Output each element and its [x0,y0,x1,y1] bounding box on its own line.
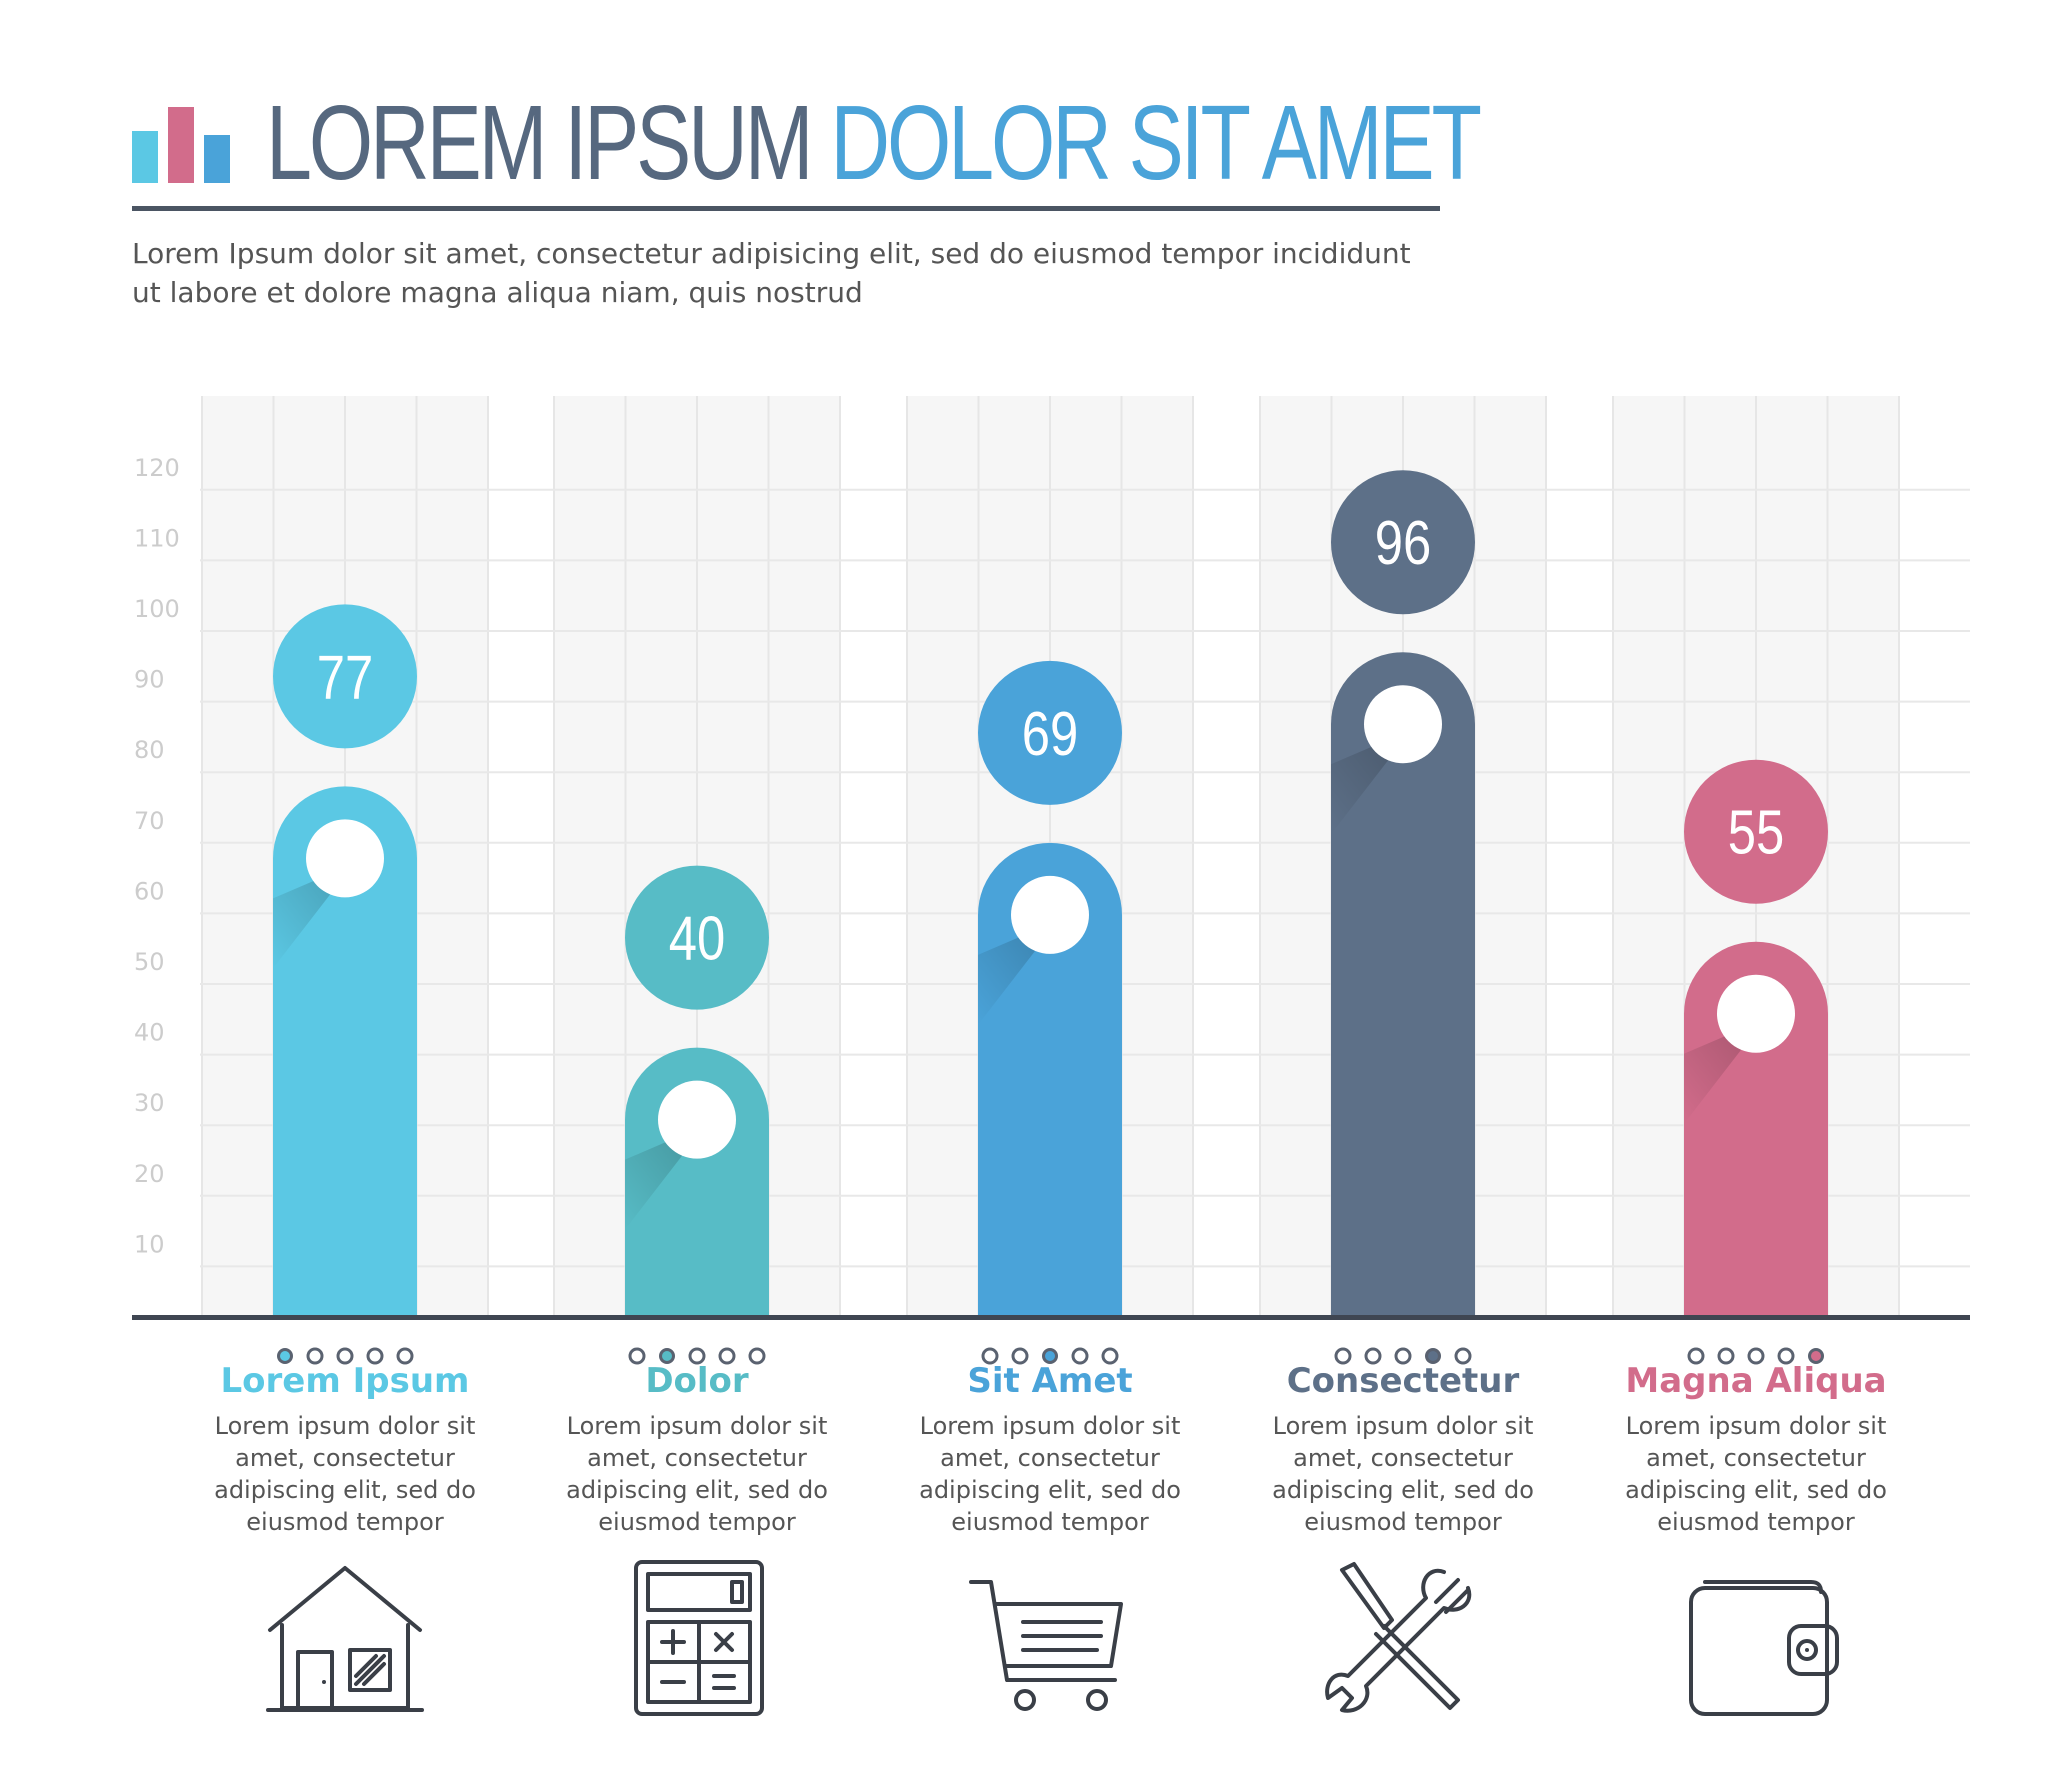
category-title: Lorem Ipsum [220,1361,470,1401]
y-tick-label: 90 [134,666,165,694]
category-column: Dolor Lorem ipsum dolor sit amet, consecte… [547,1360,847,1538]
value-bubble [978,660,1122,805]
bar-knob [306,819,384,898]
logo-bar-1 [132,131,158,183]
indicator-dot [306,1347,324,1365]
bar-knob [658,1080,736,1159]
y-tick-label: 30 [134,1089,165,1117]
indicator-dot [748,1347,766,1365]
indicator-dot [1747,1347,1765,1365]
indicator-dot [1071,1347,1089,1365]
category-title: Consectetur [1286,1361,1520,1401]
indicator-dot-core [1045,1351,1055,1361]
indicator-dot [1334,1347,1352,1365]
category-column: Sit Amet Lorem ipsum dolor sit amet, conse… [900,1360,1200,1538]
category-title: Magna Aliqua [1625,1361,1887,1401]
indicator-dot [718,1347,736,1365]
data-label: 69 [1022,700,1079,769]
house-icon [260,1560,430,1720]
indicator-dot [1364,1347,1382,1365]
dot-indicator [1687,1347,1824,1365]
y-tick-label: 120 [134,454,180,482]
indicator-dot [396,1347,414,1365]
dot-indicator [1334,1347,1472,1365]
calculator-icon [612,1560,782,1720]
y-tick-label: 40 [134,1019,165,1047]
indicator-dot [1011,1347,1029,1365]
x-axis-line [132,1315,1970,1320]
logo-bar-3 [204,135,230,183]
dot-indicator [628,1347,766,1365]
data-label: 96 [1375,510,1432,579]
indicator-dot [1101,1347,1119,1365]
y-tick-label: 110 [134,524,180,552]
bar [1331,652,1475,1315]
y-tick-label: 60 [134,877,165,905]
bar-chart-logo-icon [132,103,230,183]
category-description: Lorem ipsum dolor sit amet, consectetur ad… [1625,1412,1887,1536]
wallet-icon [1671,1560,1841,1720]
indicator-dot [688,1347,706,1365]
bar-knob [1717,974,1795,1053]
indicator-dot [366,1347,384,1365]
category-column: Magna Aliqua Lorem ipsum dolor sit amet, c… [1606,1360,1906,1538]
indicator-dot-core [1428,1351,1438,1361]
title-part-1: LOREM IPSUM [266,84,814,202]
page-title: LOREM IPSUM DOLOR SIT AMET [266,90,1482,196]
indicator-dot [1717,1347,1735,1365]
bar [1684,941,1828,1315]
category-description: Lorem ipsum dolor sit amet, consectetur ad… [566,1412,828,1536]
tools-icon [1318,1560,1488,1720]
indicator-dot [1687,1347,1705,1365]
indicator-dot [981,1347,999,1365]
bar-group-1: 77 [273,604,417,1315]
category-column: Lorem Ipsum Lorem ipsum dolor sit amet, co… [195,1360,495,1538]
y-tick-label: 80 [134,736,165,764]
category-title: Dolor [645,1361,749,1401]
title-divider [132,206,1440,211]
data-label: 55 [1728,799,1785,868]
y-tick-label: 10 [134,1230,165,1258]
bar-group-2: 40 [625,865,769,1315]
value-bubble [1331,470,1475,615]
value-bubble [273,604,417,749]
dot-indicator [981,1347,1119,1365]
indicator-dot [628,1347,646,1365]
category-description: Lorem ipsum dolor sit amet, consectetur ad… [919,1412,1181,1536]
indicator-dot [1394,1347,1412,1365]
indicator-dot [1777,1347,1795,1365]
logo-bar-2 [168,107,194,183]
indicator-dot-core [1811,1351,1821,1361]
category-column: Consectetur Lorem ipsum dolor sit amet, co… [1253,1360,1553,1538]
category-description: Lorem ipsum dolor sit amet, consectetur ad… [1272,1412,1534,1536]
header: LOREM IPSUM DOLOR SIT AMET [132,90,1821,196]
y-tick-label: 20 [134,1160,165,1188]
shopping-cart-icon [965,1560,1135,1720]
title-part-2: DOLOR SIT AMET [830,84,1482,202]
indicator-dot [336,1347,354,1365]
data-label: 40 [669,905,726,974]
value-bubble [1684,759,1828,904]
bar-group-3: 69 [978,660,1122,1315]
y-tick-label: 70 [134,807,165,835]
indicator-dot-core [280,1351,290,1361]
indicator-dot [1454,1347,1472,1365]
page-subtitle: Lorem Ipsum dolor sit amet, consectetur … [132,237,1411,309]
bar-group-4: 96 [1331,470,1475,1315]
bar-group-5: 55 [1684,759,1828,1315]
category-description: Lorem ipsum dolor sit amet, consectetur ad… [214,1412,476,1536]
bar-knob [1364,685,1442,764]
indicator-dot-core [662,1351,672,1361]
data-label: 77 [317,644,374,713]
y-tick-label: 50 [134,948,165,976]
dot-indicator [277,1347,414,1365]
category-title: Sit Amet [967,1361,1133,1401]
y-tick-label: 100 [134,595,180,623]
bar-knob [1011,875,1089,954]
value-bubble [625,865,769,1010]
